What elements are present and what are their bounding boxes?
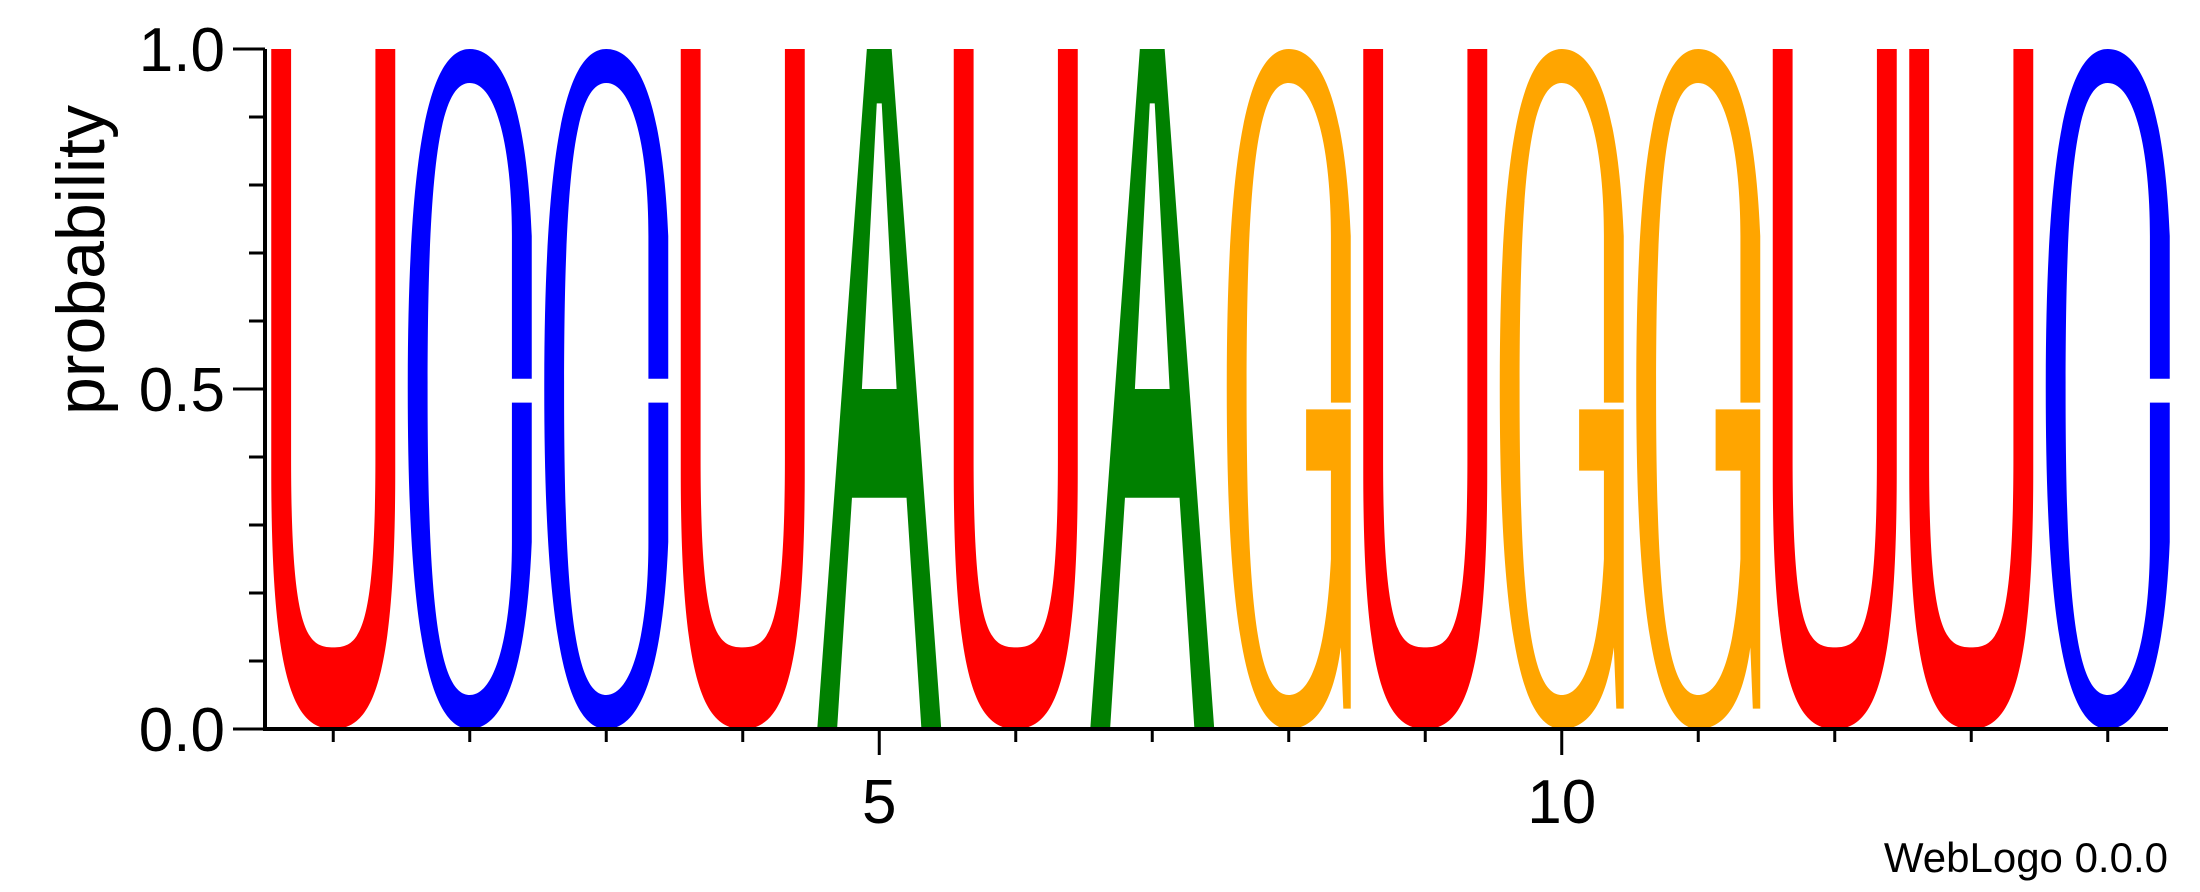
y-tick-label: 1.0: [139, 16, 225, 85]
logo-letter-u-pos-1: [271, 49, 396, 729]
logo-letter-a-pos-5: [817, 49, 942, 729]
y-axis-label: probability: [43, 105, 119, 415]
logo-letter-g-pos-11: [1636, 49, 1761, 729]
logo-letter-c-pos-14: [2045, 49, 2170, 729]
logo-letter-g-pos-10: [1499, 49, 1624, 729]
logo-letter-u-pos-4: [680, 49, 805, 729]
logo-letter-g-pos-8: [1226, 49, 1351, 729]
y-tick-label: 0.0: [139, 696, 225, 765]
logo-letter-u-pos-13: [1909, 49, 2034, 729]
logo-letter-c-pos-2: [407, 49, 532, 729]
x-tick-label: 5: [862, 768, 896, 837]
footer-label: WebLogo 0.0.0: [1884, 834, 2168, 881]
logo-letter-u-pos-6: [953, 49, 1078, 729]
logo-letter-a-pos-7: [1090, 49, 1215, 729]
logo-letter-u-pos-9: [1363, 49, 1488, 729]
logo-letter-u-pos-12: [1772, 49, 1897, 729]
x-tick-label: 10: [1527, 768, 1596, 837]
y-tick-label: 0.5: [139, 356, 225, 425]
logo-letter-c-pos-3: [544, 49, 669, 729]
axes: 0.0 0.5 1.0 5 10: [139, 16, 2168, 837]
letter-stacks: [271, 49, 2170, 729]
